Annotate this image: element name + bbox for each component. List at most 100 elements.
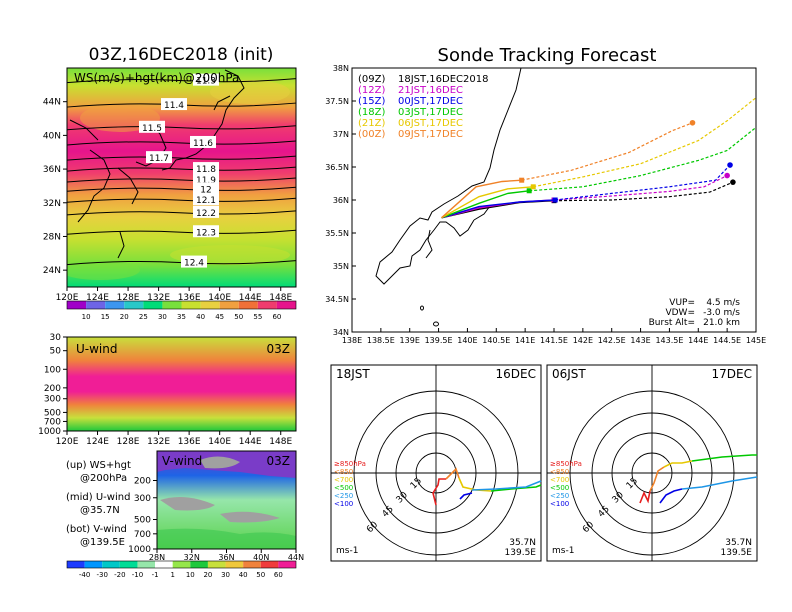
u-wind-x-tick-label: 148E (269, 437, 292, 447)
track-info-value: 4.5 m/s (706, 298, 740, 308)
hgt-contour-label-bg (193, 162, 219, 175)
hodograph-legend-item: <500 (334, 484, 353, 492)
landing-marker (724, 172, 730, 179)
track-x-tick-label: 139E (400, 336, 420, 345)
ws-colorbar-swatch (162, 301, 182, 309)
track-x-tick-label: 141E (515, 336, 535, 345)
track-x-tick-label: 140.5E (482, 336, 510, 345)
v-wind-y-tick-label: 200 (134, 477, 151, 487)
side-legend-mid-1: (mid) U-wind (66, 492, 130, 503)
hgt-contour-label-bg (193, 205, 219, 218)
uv-colorbar-swatch (278, 561, 296, 568)
ws-colorbar-label: 40 (196, 313, 205, 321)
uv-colorbar-label: -20 (114, 571, 125, 579)
uv-colorbar-swatch (172, 561, 191, 568)
hodograph-legend-item: <850 (334, 468, 353, 476)
hgt-contour-line (66, 155, 297, 161)
hodograph-unit: ms-1 (336, 546, 358, 556)
hgt-contour-label: 12.3 (196, 228, 216, 238)
hodograph-legend-item: <100 (550, 500, 569, 508)
uv-colorbar-label: 1 (170, 571, 174, 579)
hgt-contour-label: 11.3 (196, 77, 216, 87)
track-y-tick-label: 37.5N (325, 97, 349, 106)
hgt-contour-label-bg (193, 225, 219, 238)
u-wind-y-tick-label: 50 (50, 347, 62, 357)
ws-y-tick-label: 44N (43, 98, 61, 108)
track-legend-code: (18Z) (358, 107, 385, 118)
track-x-tick-label: 141.5E (540, 336, 568, 345)
hodograph-legend-item: <500 (550, 484, 569, 492)
track-panel: 138E 138.5E 139E 139.5E 140E 140.5E 141E 141.5E… (325, 64, 766, 345)
hodograph-trace (471, 480, 542, 491)
track-x-tick-label: 139.5E (425, 336, 453, 345)
track-legend-text: 00JST,17DEC (398, 96, 463, 107)
ws-colorbar-label: 10 (82, 313, 91, 321)
track-x-ticks: 138E 138.5E 139E 139.5E 140E 140.5E 141E 141.5E… (342, 328, 766, 345)
burst-marker (526, 188, 532, 194)
hgt-contour-line (66, 140, 297, 146)
track-info-value: -3.0 m/s (703, 308, 740, 318)
hgt-contour-line (66, 197, 297, 203)
hgt-contour-label: 11.5 (142, 124, 162, 134)
track-legend-code: (00Z) (358, 129, 385, 140)
hgt-contour-label-bg (193, 173, 219, 186)
uv-colorbar-swatch (102, 561, 120, 568)
ws-colorbar-swatch (124, 301, 144, 309)
hgt-contour-label: 12 (200, 185, 211, 195)
v-wind-y-ticks: 200 300 500 700 1000 (128, 477, 157, 555)
hodograph-trace (659, 488, 683, 504)
track-descent-line (529, 126, 756, 192)
track-x-tick-label: 142E (573, 336, 593, 345)
u-wind-x-tick-label: 144E (239, 437, 262, 447)
u-wind-y-tick-label: 200 (44, 384, 61, 394)
ws-y-tick-label: 32N (43, 199, 61, 209)
ws-colorbar-label: 50 (234, 313, 243, 321)
v-wind-x-tick-label: 32N (184, 553, 200, 562)
side-legend-bot-2: @139.5E (80, 537, 125, 548)
track-x-tick-label: 138E (342, 336, 362, 345)
hodograph-trace (458, 477, 492, 492)
track-legend-text: 18JST,16DEC2018 (398, 74, 488, 85)
ws-x-tick-label: 140E (208, 293, 231, 303)
hodograph-lon: 139.5E (505, 548, 537, 558)
hgt-contour-label-bg (181, 255, 207, 268)
u-wind-x-tick-label: 132E (147, 437, 170, 447)
track-legend-text: 03JST,17DEC (398, 107, 463, 118)
hgt-contour-label-bg (146, 151, 172, 164)
ws-colorbar-label: 25 (139, 313, 148, 321)
track-ascent-line (441, 179, 522, 219)
hodograph-trace (445, 467, 460, 480)
uv-colorbar-swatch (67, 561, 85, 568)
track-ascent-line (441, 199, 556, 219)
ws-y-tick-label: 24N (43, 266, 61, 276)
hgt-contour-line (66, 186, 297, 192)
track-legend: (09Z) 18JST,16DEC2018 (12Z) 21JST,16DEC (15Z… (358, 74, 488, 140)
track-ascent-line (441, 186, 534, 219)
ws-x-tick-label: 132E (147, 293, 170, 303)
hodograph-trace (649, 466, 665, 492)
ws-colorbar-swatch (86, 301, 106, 309)
u-wind-x-tick-label: 124E (86, 437, 109, 447)
track-legend-code: (12Z) (358, 85, 385, 96)
v-wind-blobs (157, 451, 296, 549)
hodograph-unit: ms-1 (552, 546, 574, 556)
ws-y-ticks: 24N 28N 32N 36N 40N 44N (43, 98, 67, 276)
uv-colorbar-label: -10 (132, 571, 143, 579)
track-legend-text: 06JST,17DEC (398, 118, 463, 129)
hgt-contour-label-bg (190, 135, 216, 148)
uv-colorbar: -40 -30 -20 -10 -1 1 10 20 30 40 50 60 (66, 560, 297, 579)
ws-x-tick-label: 124E (86, 293, 109, 303)
landing-marker (727, 162, 733, 168)
hgt-contour-line (66, 177, 297, 183)
u-wind-y-tick-label: 100 (44, 365, 61, 375)
side-legend: (up) WS+hgt @200hPa (mid) U-wind @35.7N … (66, 460, 131, 548)
ws-x-ticks: 120E 124E 128E 132E 136E 140E 144E 148E (56, 287, 292, 303)
ws-colorbar-label: 60 (272, 313, 281, 321)
track-x-tick-label: 142.5E (598, 336, 626, 345)
coastline (375, 68, 522, 327)
hgt-contour-label-bg (193, 193, 219, 206)
ws-x-tick-label: 120E (56, 293, 79, 303)
